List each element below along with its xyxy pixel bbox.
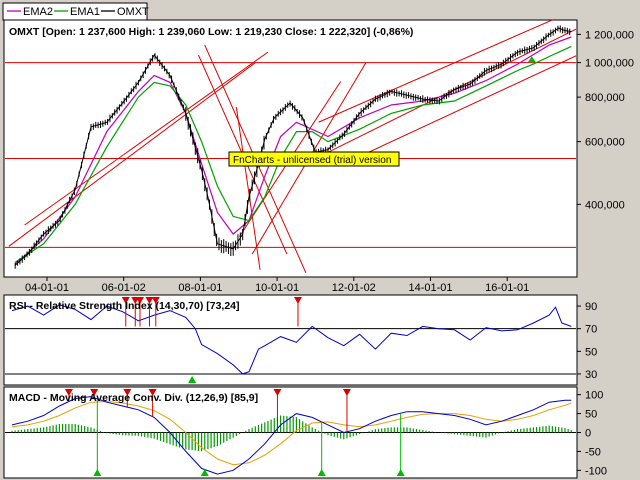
macd-histogram bbox=[11, 415, 572, 452]
macd-line bbox=[11, 396, 572, 475]
macd-buy-marker bbox=[317, 469, 326, 476]
x-tick-label: 12-01-02 bbox=[332, 282, 376, 294]
trend-line bbox=[340, 55, 576, 166]
price-title: OMXT [Open: 1 237,600 High: 1 239,060 Lo… bbox=[9, 26, 413, 38]
price-y-tick-label: 1 000,000 bbox=[585, 58, 634, 70]
x-tick-label: 16-01-01 bbox=[485, 282, 529, 294]
macd-buy-marker bbox=[200, 469, 209, 476]
trend-line bbox=[318, 20, 554, 123]
legend-label-ema1: EMA1 bbox=[70, 6, 100, 18]
x-tick-label: 08-01-01 bbox=[178, 282, 222, 294]
trend-line bbox=[24, 51, 269, 226]
legend-label-ema2: EMA2 bbox=[23, 6, 53, 18]
series-line-ema2 bbox=[14, 36, 572, 265]
rsi-line bbox=[11, 304, 572, 375]
macd-sell-marker bbox=[273, 389, 282, 396]
legend-label-omxt: OMXT bbox=[117, 6, 149, 18]
rsi-sell-marker bbox=[121, 297, 130, 304]
rsi-sell-marker bbox=[135, 297, 144, 304]
buy-signal-marker bbox=[527, 56, 536, 63]
macd-sell-marker bbox=[148, 389, 157, 396]
trend-line bbox=[8, 62, 256, 247]
watermark-text: FnCharts - unlicensed (trial) version bbox=[233, 155, 391, 166]
macd-y-tick-label: -50 bbox=[585, 446, 601, 458]
rsi-y-tick-label: 50 bbox=[585, 346, 597, 358]
price-y-tick-label: 400,000 bbox=[585, 199, 625, 211]
macd-sell-marker bbox=[123, 389, 132, 396]
macd-sell-marker bbox=[64, 389, 73, 396]
x-tick-label: 06-01-02 bbox=[102, 282, 146, 294]
price-y-tick-label: 1 200,000 bbox=[585, 29, 634, 41]
macd-y-tick-label: 100 bbox=[585, 390, 603, 402]
rsi-title: RSI - Relative Strength Index (14,30,70)… bbox=[9, 300, 240, 312]
rsi-sell-marker bbox=[151, 297, 160, 304]
x-tick-label: 14-01-01 bbox=[408, 282, 452, 294]
rsi-y-tick-label: 90 bbox=[585, 301, 597, 313]
macd-y-tick-label: 0 bbox=[585, 428, 591, 440]
macd-buy-marker bbox=[396, 469, 405, 476]
rsi-plot bbox=[5, 297, 576, 383]
rsi-y-tick-label: 30 bbox=[585, 369, 597, 381]
macd-buy-marker bbox=[93, 469, 102, 476]
x-tick-label: 04-01-01 bbox=[25, 282, 69, 294]
axes: 1 200,000 1 000,000 800,000 600,000 400,000 0… bbox=[25, 29, 634, 477]
macd-plot bbox=[5, 389, 576, 476]
macd-y-tick-label: 50 bbox=[585, 409, 597, 421]
trend-line bbox=[235, 107, 261, 270]
macd-y-tick-label: -100 bbox=[585, 465, 607, 477]
macd-signal-line bbox=[11, 400, 572, 466]
rsi-buy-marker bbox=[188, 376, 197, 383]
legend: EMA2 EMA1 OMXT bbox=[7, 6, 149, 18]
macd-sell-marker bbox=[342, 389, 351, 396]
rsi-sell-marker bbox=[145, 297, 154, 304]
price-y-tick-label: 800,000 bbox=[585, 92, 625, 104]
macd-sell-marker bbox=[90, 389, 99, 396]
series-line-omxt bbox=[14, 27, 572, 266]
rsi-y-tick-label: 70 bbox=[585, 324, 597, 336]
macd-title: MACD - Moving Average Conv. Div. (12,26,… bbox=[9, 392, 258, 404]
x-tick-label: 10-01-01 bbox=[255, 282, 299, 294]
rsi-sell-marker bbox=[293, 297, 302, 304]
watermark: FnCharts - unlicensed (trial) version bbox=[228, 151, 400, 167]
price-y-tick-label: 600,000 bbox=[585, 137, 625, 149]
